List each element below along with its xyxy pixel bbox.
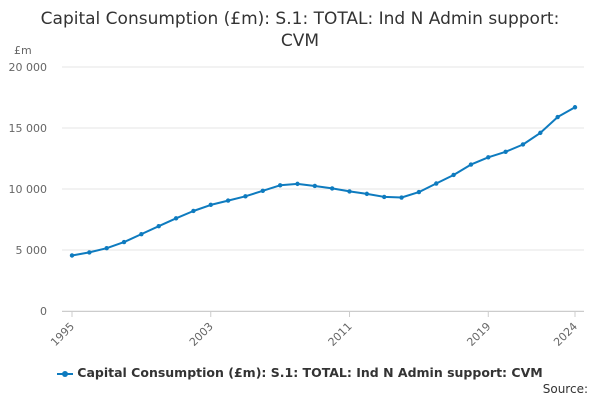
- data-point: [538, 130, 543, 136]
- data-point: [139, 231, 144, 237]
- x-tick-label: 2024: [551, 320, 580, 349]
- data-point: [329, 186, 335, 191]
- source-label: Source:: [542, 382, 588, 396]
- data-point: [468, 162, 474, 167]
- data-point: [104, 245, 109, 251]
- data-point: [503, 149, 508, 154]
- data-point: [156, 224, 161, 229]
- series-line: [71, 106, 576, 257]
- data-point: [69, 253, 75, 258]
- data-point: [173, 216, 179, 221]
- legend-series-label: Capital Consumption (£m): S.1: TOTAL: In…: [77, 365, 543, 380]
- legend[interactable]: Capital Consumption (£m): S.1: TOTAL: In…: [0, 365, 600, 380]
- y-tick-label: 15 000: [9, 122, 48, 135]
- data-point: [295, 181, 300, 187]
- x-tick-label: 1995: [48, 320, 77, 349]
- data-point: [121, 239, 127, 245]
- y-tick-label: 20 000: [9, 61, 48, 74]
- data-point: [260, 188, 265, 194]
- data-point: [486, 155, 491, 160]
- data-point: [416, 189, 422, 195]
- y-tick-label: 10 000: [9, 183, 48, 196]
- data-point: [572, 105, 578, 110]
- x-tick-label: 2019: [464, 320, 493, 349]
- x-tick-label: 2003: [187, 320, 216, 349]
- data-point: [434, 181, 439, 186]
- data-point: [225, 198, 231, 203]
- data-point: [87, 250, 92, 255]
- data-point: [277, 183, 283, 188]
- data-point: [208, 202, 213, 208]
- data-point: [347, 189, 352, 194]
- data-point: [555, 114, 560, 120]
- y-axis-unit-label: £m: [14, 44, 32, 57]
- data-point: [399, 195, 404, 200]
- data-point: [364, 191, 370, 197]
- legend-series-marker: [57, 369, 74, 379]
- data-point: [243, 194, 248, 199]
- data-point: [312, 183, 318, 189]
- y-tick-label: 5 000: [16, 244, 48, 257]
- data-point: [382, 194, 387, 200]
- chart-title: Capital Consumption (£m): S.1: TOTAL: In…: [40, 9, 560, 51]
- data-point: [520, 142, 526, 147]
- y-tick-label: 0: [40, 305, 47, 318]
- x-tick-label: 2011: [326, 320, 355, 349]
- data-point: [451, 172, 456, 178]
- data-point: [191, 208, 196, 214]
